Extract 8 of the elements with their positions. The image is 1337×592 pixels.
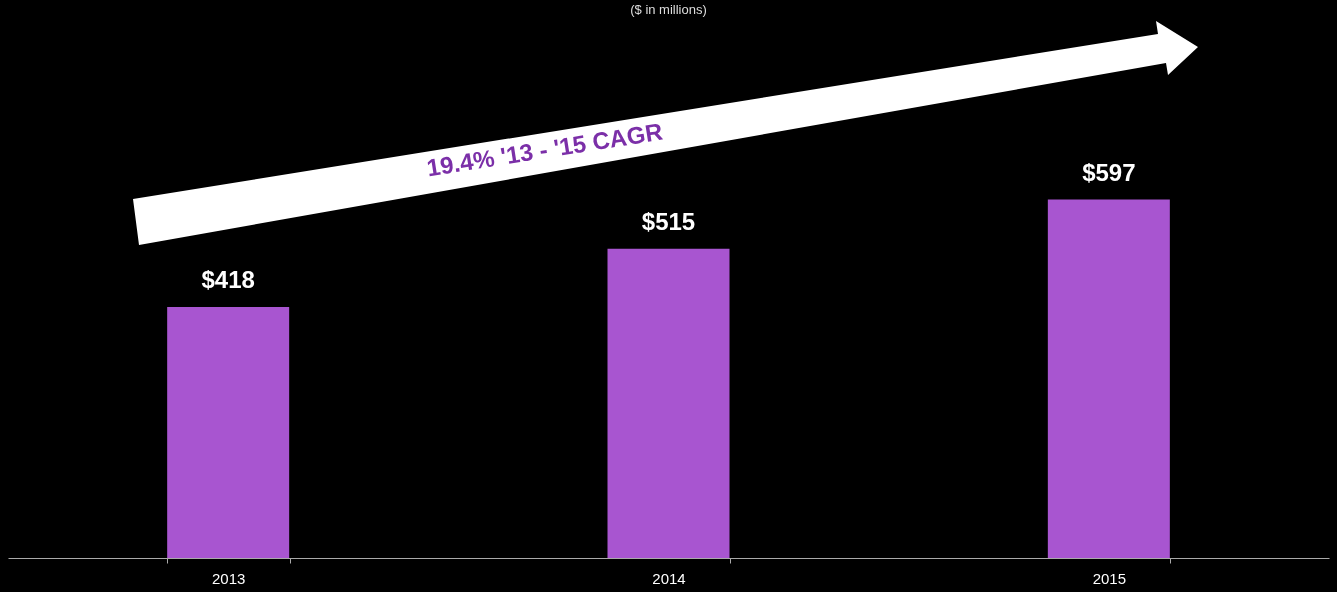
x-tick-label: 2014 bbox=[652, 569, 686, 587]
x-tick-label: 2015 bbox=[1092, 569, 1127, 587]
data-label: $418 bbox=[201, 266, 255, 294]
text: 19.4% '13 - '15 CAGR bbox=[424, 117, 665, 182]
x-tick-label: 2013 bbox=[211, 569, 246, 587]
data-label: $515 bbox=[641, 207, 696, 235]
data-label: $597 bbox=[1082, 158, 1136, 186]
chart-subtitle: ($ in millions) bbox=[630, 2, 707, 17]
